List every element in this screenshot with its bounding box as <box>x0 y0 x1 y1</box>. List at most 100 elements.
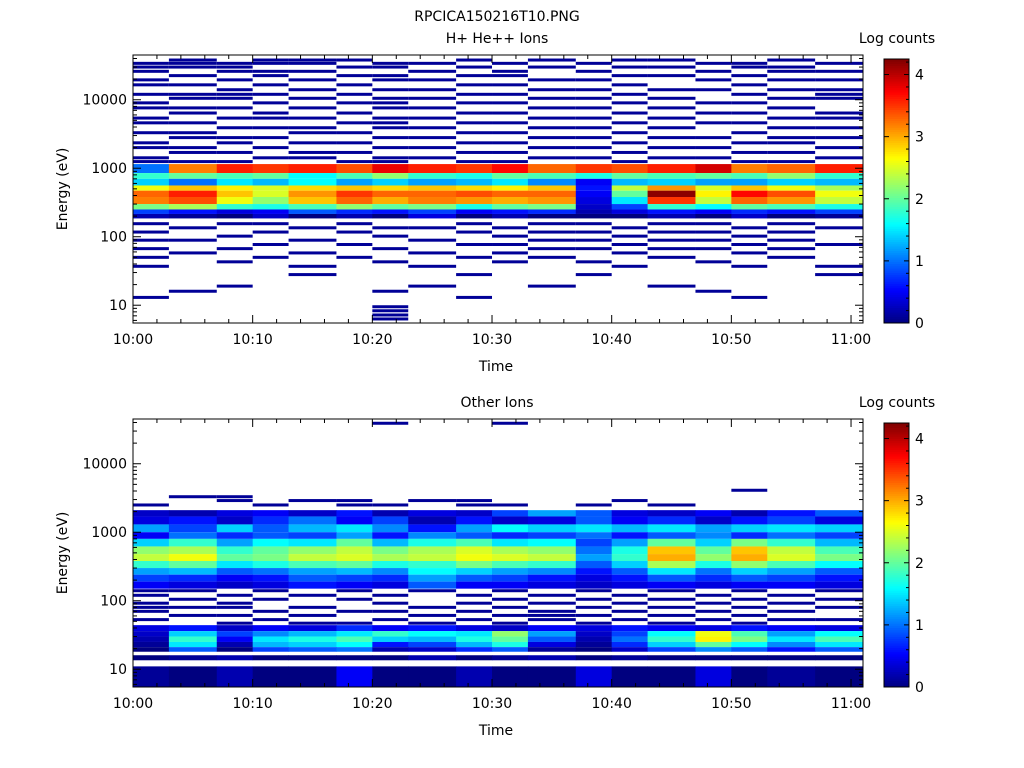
colorbar-segment <box>884 645 909 648</box>
heatmap-cell <box>611 213 648 219</box>
heatmap-cell <box>575 561 613 569</box>
heatmap-cell <box>647 589 696 593</box>
heatmap-cell <box>731 636 768 642</box>
heatmap-cell <box>575 164 613 174</box>
colorbar-segment <box>884 546 909 549</box>
heatmap-cell <box>408 538 457 547</box>
heatmap-cell <box>695 561 732 569</box>
colorbar-segment <box>884 528 909 532</box>
y-tick-label: 10 <box>109 662 127 678</box>
colorbar-segment <box>884 298 909 302</box>
heatmap-cell <box>647 126 696 130</box>
heatmap-cell <box>408 499 457 503</box>
heatmap-cell <box>527 222 576 226</box>
heatmap-cell <box>252 83 289 87</box>
heatmap-cell <box>456 197 493 205</box>
heatmap-cell <box>527 641 577 648</box>
heatmap-cell <box>168 524 218 533</box>
colorbar-segment <box>884 684 909 688</box>
heatmap-cell <box>731 160 768 164</box>
colorbar-segment <box>884 634 909 637</box>
heatmap-cell <box>647 106 696 110</box>
heatmap-cell <box>647 58 696 62</box>
colorbar-segment <box>884 458 909 461</box>
colorbar-segment <box>884 263 909 267</box>
heatmap-cell <box>168 136 217 140</box>
colorbar-segment <box>884 581 909 585</box>
colorbar-segment <box>884 506 909 510</box>
heatmap-cell <box>252 213 289 219</box>
heatmap-cell <box>336 568 373 575</box>
heatmap-cell <box>408 226 457 230</box>
heatmap-cell <box>575 230 612 234</box>
heatmap-cell <box>336 631 373 637</box>
colorbar-segment <box>884 524 909 527</box>
heatmap-cell <box>815 204 864 210</box>
heatmap-cell <box>168 160 217 164</box>
heatmap-cell <box>408 106 457 110</box>
colorbar-segment <box>884 616 909 620</box>
heatmap-cell <box>252 597 289 601</box>
heatmap-cell <box>216 625 254 632</box>
heatmap-cell <box>408 96 457 100</box>
heatmap-cell <box>527 516 577 525</box>
colorbar-segment <box>884 312 909 315</box>
heatmap-cell <box>492 69 528 73</box>
heatmap-cell <box>527 96 576 100</box>
heatmap-cell <box>767 116 816 120</box>
heatmap-cell <box>527 116 576 120</box>
heatmap-cell <box>575 510 613 517</box>
heatmap-cell <box>252 243 289 246</box>
heatmap-cell <box>815 574 864 582</box>
heatmap-cell <box>336 243 373 246</box>
heatmap-cell <box>575 516 613 525</box>
heatmap-cell <box>815 618 863 622</box>
heatmap-cell <box>456 593 493 597</box>
heatmap-cell <box>575 597 612 601</box>
heatmap-cell <box>611 655 648 661</box>
colorbar-segment <box>884 577 909 580</box>
heatmap-cell <box>456 101 493 105</box>
heatmap-cell <box>731 613 768 617</box>
colorbar-tick-label: 2 <box>915 556 924 572</box>
heatmap-cell <box>336 581 373 589</box>
heatmap-cell <box>492 568 529 575</box>
heatmap-cell <box>252 209 289 214</box>
heatmap-cell <box>731 264 768 268</box>
heatmap-cell <box>252 546 289 555</box>
heatmap-cell <box>527 574 577 582</box>
heatmap-cell <box>133 160 169 164</box>
heatmap-cell <box>492 251 528 255</box>
heatmap-cell <box>216 106 253 110</box>
heatmap-cell <box>815 538 864 547</box>
heatmap-cell <box>492 61 528 65</box>
heatmap-cell <box>408 532 457 539</box>
heatmap-cell <box>216 234 253 238</box>
colorbar-segment <box>884 131 909 135</box>
colorbar-segment <box>884 504 909 508</box>
x-tick-label: 10:20 <box>352 696 392 712</box>
heatmap-cell <box>168 83 217 87</box>
heatmap-cell <box>288 78 337 82</box>
heatmap-cell <box>527 255 576 259</box>
heatmap-cell <box>767 209 816 214</box>
heatmap-cell <box>456 164 493 174</box>
heatmap-cell <box>731 589 768 593</box>
heatmap-cell <box>575 213 613 219</box>
panel-1-axes: 10:00 10:10 10:20 10:30 10:40 10:50 11:00 10 100… <box>82 55 871 348</box>
heatmap-cell <box>611 499 648 503</box>
heatmap-cell <box>168 605 217 609</box>
heatmap-cell <box>133 209 170 214</box>
heatmap-cell <box>731 666 768 687</box>
heatmap-cell <box>372 185 409 191</box>
heatmap-cell <box>575 574 613 582</box>
heatmap-cell <box>492 74 528 78</box>
heatmap-cell <box>815 111 863 115</box>
colorbar-segment <box>884 563 909 567</box>
heatmap-cell <box>252 647 289 652</box>
heatmap-cell <box>252 111 289 115</box>
heatmap-cell <box>408 524 457 533</box>
heatmap-cell <box>492 605 528 609</box>
colorbar-segment <box>884 116 909 119</box>
heatmap-cell <box>408 581 457 589</box>
